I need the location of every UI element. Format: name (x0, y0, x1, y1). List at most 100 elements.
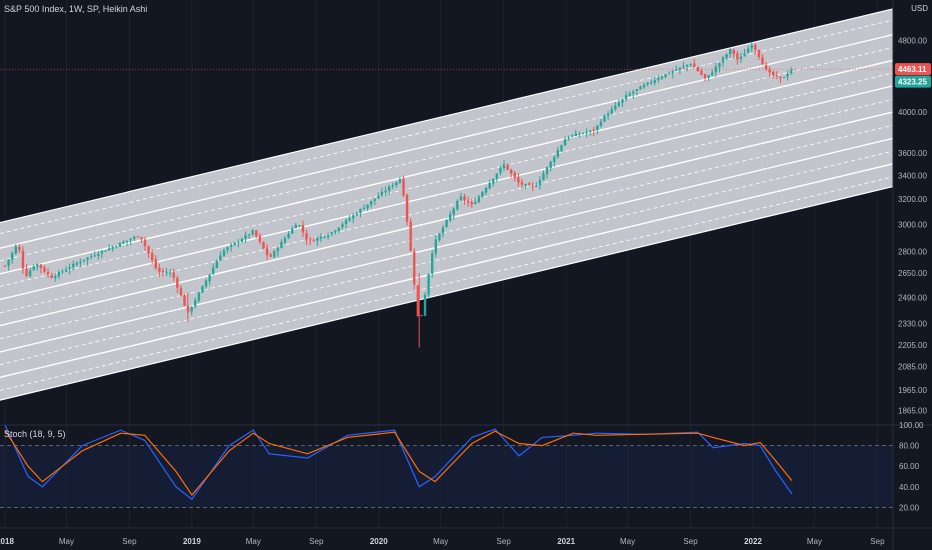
candle-up (667, 71, 671, 75)
candle-up (423, 291, 427, 317)
candle-up (707, 74, 710, 82)
candle-body (445, 220, 448, 227)
candle-body (685, 64, 689, 67)
candle-body (492, 178, 495, 184)
channel-level-line (0, 111, 894, 327)
candle-up (323, 235, 326, 239)
candle-body (585, 132, 588, 134)
candle-down (39, 264, 43, 274)
candle-down (466, 196, 470, 207)
candle-body (208, 274, 211, 282)
candle-body (183, 295, 186, 306)
candle-down (772, 70, 775, 79)
candle-body (596, 125, 599, 131)
time-tick-label: Sep (309, 537, 324, 546)
candle-body (136, 236, 140, 238)
candle-up (653, 76, 656, 86)
candle-up (204, 278, 208, 290)
candle-up (542, 170, 545, 181)
candle-down (757, 49, 761, 60)
time-tick-label: 2020 (370, 537, 388, 546)
candle-body (520, 182, 524, 185)
candle-body (574, 133, 578, 136)
price-tick-label: 2800.00 (898, 247, 927, 256)
candle-up (219, 251, 222, 261)
stoch-tick-label: 100.00 (899, 421, 924, 430)
candle-body (312, 240, 315, 242)
candle-up (560, 144, 563, 152)
candle-up (739, 52, 743, 64)
candle-body (431, 253, 434, 274)
candle-up (750, 41, 753, 52)
candle-up (380, 187, 384, 197)
candle-up (646, 82, 649, 87)
candle-body (319, 236, 323, 239)
candle-down (531, 182, 534, 192)
candle-up (118, 242, 122, 247)
candle-up (352, 213, 355, 224)
candle-body (642, 84, 646, 88)
candle-body (703, 73, 707, 78)
candle-body (711, 72, 714, 76)
candle-body (18, 246, 21, 251)
candle-down (143, 237, 147, 252)
candle-body (721, 57, 725, 63)
candle-down (161, 267, 165, 277)
channel-lower-line (0, 185, 894, 401)
time-tick-label: 2018 (0, 537, 14, 546)
price-tick-label: 1965.00 (898, 386, 927, 395)
candle-down (21, 246, 25, 274)
candle-up (93, 251, 96, 258)
candle-body (549, 161, 552, 168)
candle-body (14, 246, 17, 254)
candle-up (362, 204, 366, 210)
candle-up (657, 75, 660, 84)
candle-down (768, 66, 771, 78)
candle-body (133, 236, 136, 239)
candle-down (736, 50, 739, 65)
candle-up (621, 98, 624, 108)
candle-body (517, 177, 520, 183)
candle-up (535, 182, 538, 188)
candle-body (786, 73, 789, 77)
candle-body (143, 239, 147, 247)
candle-body (154, 259, 157, 268)
candle-down (513, 171, 516, 182)
candle-down (409, 217, 412, 252)
candle-body (524, 184, 527, 186)
candle-down (470, 198, 473, 208)
candle-body (474, 202, 477, 205)
price-tag: 4463.11 (895, 63, 931, 76)
candle-body (240, 238, 244, 242)
candle-up (484, 186, 488, 196)
candle-up (280, 239, 283, 249)
candle-up (553, 155, 556, 167)
channel-level-dashed-line (0, 150, 894, 366)
candle-up (448, 210, 452, 223)
candle-body (646, 82, 649, 85)
time-tick-label: May (59, 537, 74, 546)
candle-body (675, 69, 678, 71)
candle-body (761, 57, 764, 65)
candle-down (179, 285, 183, 297)
candle-body (423, 294, 427, 316)
candle-up (545, 166, 549, 179)
candle-up (86, 257, 89, 266)
candle-body (660, 76, 664, 79)
candle-body (606, 113, 610, 116)
candle-up (244, 231, 247, 243)
candle-up (675, 65, 678, 72)
candle-body (707, 75, 710, 78)
candle-up (571, 134, 574, 138)
candle-body (341, 224, 344, 228)
candle-body (348, 218, 351, 221)
candle-body (614, 105, 617, 110)
stoch-tick-label: 40.00 (899, 483, 920, 492)
channel-level-line (0, 59, 894, 275)
stoch-tick-label: 60.00 (899, 462, 920, 471)
candle-up (337, 227, 341, 234)
candle-body (305, 233, 308, 240)
candle-body (291, 228, 294, 234)
candle-body (610, 109, 613, 114)
candle-up (588, 130, 592, 136)
